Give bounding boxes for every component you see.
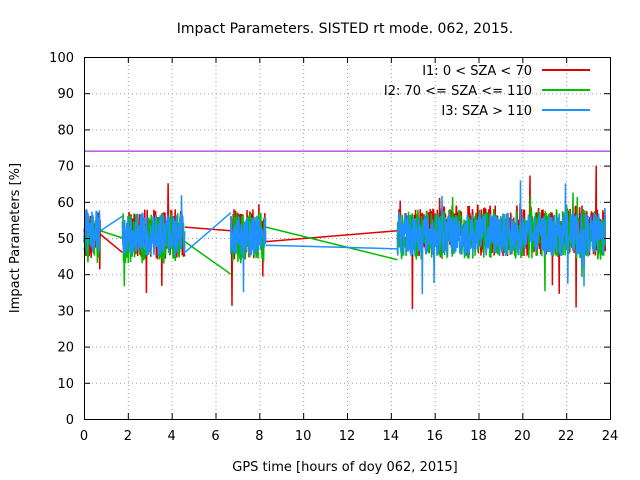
x-tick-label: 0	[80, 429, 88, 444]
y-tick-label: 80	[57, 123, 74, 138]
y-tick-label: 20	[57, 341, 74, 356]
x-tick-label: 18	[470, 429, 487, 444]
series-3-bridge	[265, 244, 398, 250]
chart-title: Impact Parameters. SISTED rt mode. 062, …	[177, 21, 513, 37]
series-1-bridge	[99, 233, 123, 254]
series-2-bridge	[265, 226, 398, 261]
x-tick-label: 20	[514, 429, 531, 444]
y-axis-label: Impact Parameters [%]	[8, 163, 23, 313]
x-tick-label: 6	[211, 429, 219, 444]
series-layer	[83, 165, 607, 310]
x-tick-label: 10	[295, 429, 312, 444]
y-tick-label: 100	[49, 51, 74, 66]
y-tick-label: 60	[57, 196, 74, 211]
series-2-bridge	[100, 230, 123, 239]
series-3-trace	[121, 195, 186, 256]
legend-entry-label: I3: SZA > 110	[441, 104, 532, 119]
x-tick-label: 24	[602, 429, 619, 444]
y-tick-label: 40	[57, 268, 74, 283]
series-3-trace	[230, 215, 267, 293]
legend-entry-label: I1: 0 < SZA < 70	[422, 64, 532, 79]
y-tick-label: 70	[57, 160, 74, 175]
x-tick-label: 14	[383, 429, 400, 444]
series-3-trace	[396, 180, 607, 295]
y-tick-label: 30	[57, 304, 74, 319]
y-tick-label: 90	[57, 87, 74, 102]
series-3-bridge	[184, 212, 232, 254]
x-tick-label: 2	[124, 429, 132, 444]
legend-entry-label: I2: 70 <= SZA <= 110	[384, 84, 532, 99]
x-axis-label: GPS time [hours of doy 062, 2015]	[232, 460, 457, 475]
series-3-bridge	[100, 215, 123, 232]
y-tick-label: 10	[57, 377, 74, 392]
y-tick-label: 50	[57, 232, 74, 247]
x-tick-label: 22	[558, 429, 575, 444]
x-tick-label: 16	[426, 429, 443, 444]
legend: I1: 0 < SZA < 70 I2: 70 <= SZA <= 110 I3: …	[384, 64, 590, 119]
series-3	[83, 180, 607, 295]
axis-ticks: 0 2 4 6 8 10 12 14 16 18 20 22 240102030405060708090…	[49, 51, 618, 444]
y-tick-label: 0	[66, 413, 74, 428]
series-3-trace	[83, 209, 101, 253]
series-1-bridge	[184, 226, 231, 232]
x-tick-label: 8	[255, 429, 263, 444]
x-tick-label: 4	[168, 429, 176, 444]
series-1-bridge	[265, 230, 398, 243]
series-2-bridge	[184, 241, 232, 275]
x-tick-label: 12	[339, 429, 356, 444]
